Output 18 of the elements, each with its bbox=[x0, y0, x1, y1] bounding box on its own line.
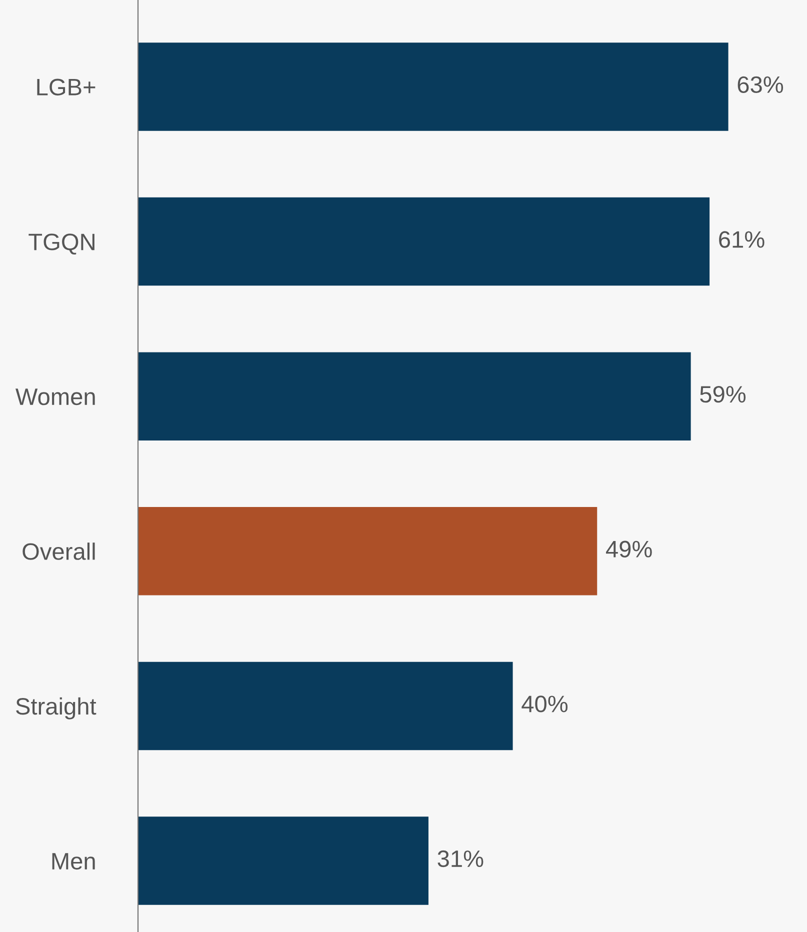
y-tick-label: Men bbox=[52, 853, 95, 870]
data-label: 31% bbox=[438, 850, 484, 868]
y-tick-label: Straight bbox=[16, 697, 96, 720]
data-label: 63% bbox=[738, 76, 784, 94]
bar bbox=[138, 507, 598, 596]
bar bbox=[138, 197, 710, 286]
data-label: 59% bbox=[700, 386, 746, 403]
y-tick-label: Women bbox=[16, 388, 95, 406]
bar bbox=[138, 352, 691, 440]
data-label: 49% bbox=[606, 540, 652, 558]
y-tick-label: TGQN bbox=[28, 234, 94, 255]
data-label: 61% bbox=[719, 231, 764, 248]
y-tick-label: LGB+ bbox=[37, 78, 96, 96]
y-tick-label: Overall bbox=[22, 542, 95, 560]
bar bbox=[138, 42, 728, 131]
bar bbox=[138, 662, 513, 750]
data-label: 40% bbox=[522, 696, 568, 712]
bar bbox=[138, 816, 428, 905]
